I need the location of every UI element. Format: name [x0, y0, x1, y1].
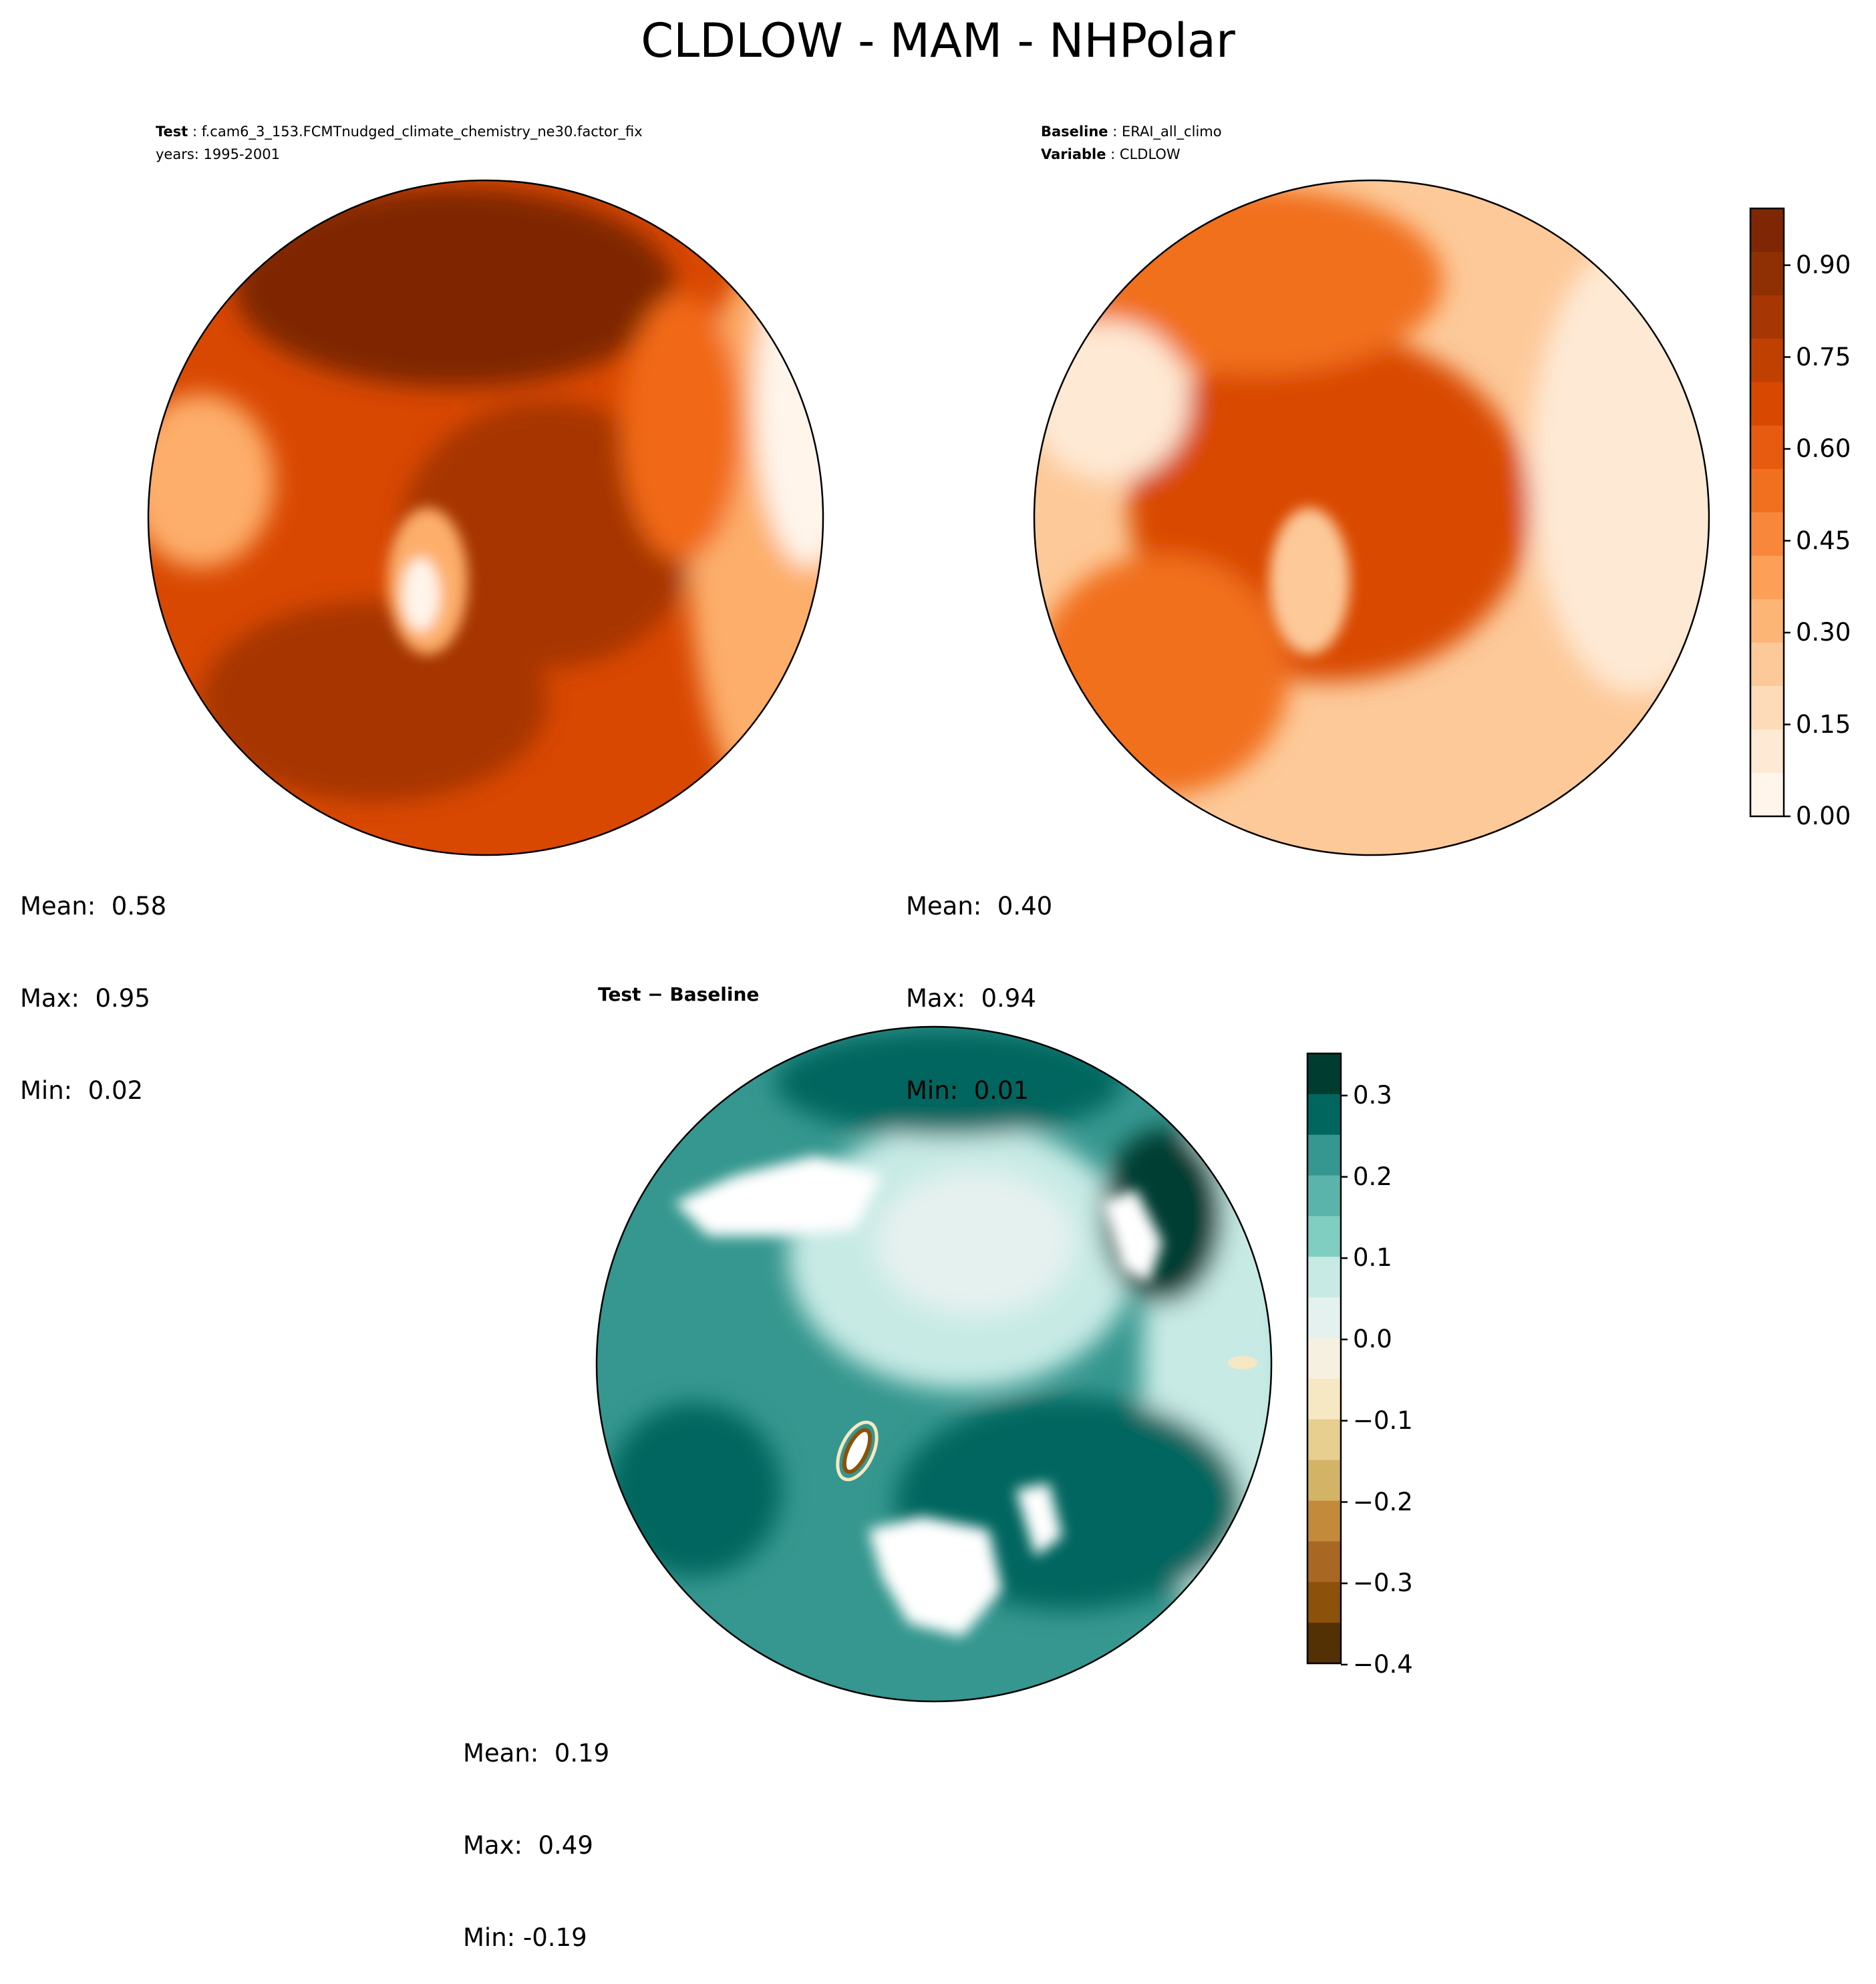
figure-title: CLDLOW - MAM - NHPolar [641, 13, 1235, 68]
colorbar-segment [1750, 643, 1784, 687]
test-years: years: 1995-2001 [156, 146, 281, 162]
baseline-stats: Mean: 0.40 Max: 0.94 Min: 0.01 [906, 830, 1052, 1137]
colorbar-segment [1307, 1094, 1341, 1136]
figure-canvas [147, 179, 1790, 1703]
main-colorbar [1749, 207, 1790, 818]
baseline-mean: Mean: 0.40 [906, 892, 1053, 921]
colorbar-tick-label: −0.4 [1353, 1649, 1413, 1679]
colorbar-segment [1307, 1500, 1341, 1542]
diff-max: Max: 0.49 [463, 1831, 593, 1860]
baseline-label: Baseline [1041, 124, 1108, 140]
colorbar-segment [1307, 1134, 1341, 1176]
baseline-min: Min: 0.01 [906, 1076, 1030, 1105]
colorbar-outline [1749, 207, 1785, 818]
colorbar-tick-label: 0.90 [1796, 251, 1851, 279]
test-header: Test : f.cam6_3_153.FCMTnudged_climate_c… [156, 124, 643, 162]
colorbar-segment [1307, 1053, 1341, 1095]
baseline-variable: CLDLOW [1119, 146, 1181, 162]
colorbar-segment [1307, 1175, 1341, 1216]
colorbar-segment [1307, 1623, 1341, 1664]
colorbar-tick-label: −0.2 [1353, 1487, 1413, 1516]
colorbar-tick-label: 0.30 [1796, 618, 1851, 647]
colorbar-segment [1750, 252, 1784, 296]
colorbar-tick-label: 0.0 [1353, 1325, 1392, 1354]
test-label: Test [156, 124, 188, 140]
baseline-max: Max: 0.94 [906, 984, 1036, 1013]
diff-colorbar [1306, 1052, 1348, 1666]
colorbar-tick-label: 0.15 [1796, 709, 1851, 739]
test-map-boundary [147, 179, 824, 856]
diff-min: Min: -0.19 [463, 1923, 587, 1952]
variable-label: Variable [1041, 146, 1106, 162]
colorbar-segment [1750, 512, 1784, 556]
colorbar-outline [1306, 1052, 1342, 1665]
colorbar-segment [1750, 773, 1784, 817]
colorbar-tick-label: 0.3 [1353, 1081, 1392, 1110]
colorbar-segment [1307, 1378, 1341, 1420]
baseline-header: Baseline : ERAI_all_climo Variable : CLD… [1041, 124, 1222, 162]
colorbar-segment [1307, 1460, 1341, 1502]
colorbar-segment [1750, 339, 1784, 383]
colorbar-segment [1750, 208, 1784, 253]
diff-mean: Mean: 0.19 [463, 1739, 610, 1768]
diff-title: Test − Baseline [598, 983, 760, 1005]
colorbar-segment [1307, 1582, 1341, 1623]
colorbar-segment [1750, 382, 1784, 426]
colorbar-tick-label: 0.45 [1796, 526, 1851, 555]
colorbar-segment [1307, 1419, 1341, 1461]
test-max: Max: 0.95 [20, 984, 150, 1013]
test-map [147, 179, 824, 880]
colorbar-segment [1750, 686, 1784, 730]
colorbar-tick-label: 0.2 [1353, 1162, 1392, 1191]
diff-map-boundary [595, 1025, 1273, 1703]
colorbar-tick-label: 0.00 [1796, 802, 1851, 830]
colorbar-tick-label: −0.3 [1353, 1568, 1413, 1598]
colorbar-segment [1750, 556, 1784, 600]
baseline-case: ERAI_all_climo [1121, 124, 1222, 140]
colorbar-segment [1307, 1541, 1341, 1583]
colorbar-segment [1750, 295, 1784, 339]
colorbar-segment [1307, 1297, 1341, 1339]
colorbar-tick-label: 0.60 [1796, 434, 1851, 463]
colorbar-tick-label: 0.75 [1796, 342, 1851, 371]
test-mean: Mean: 0.58 [20, 892, 167, 921]
test-stats: Mean: 0.58 Max: 0.95 Min: 0.02 [20, 830, 166, 1137]
colorbar-tick-label: 0.1 [1353, 1243, 1392, 1273]
colorbar-segment [1750, 599, 1784, 643]
baseline-map [1033, 179, 1710, 856]
colorbar-segment [1750, 469, 1784, 513]
test-min: Min: 0.02 [20, 1076, 144, 1105]
test-case: f.cam6_3_153.FCMTnudged_climate_chemistr… [201, 124, 643, 140]
baseline-map-boundary [1033, 179, 1710, 856]
diff-stats: Mean: 0.19 Max: 0.49 Min: -0.19 [463, 1677, 609, 1984]
colorbar-segment [1750, 729, 1784, 774]
colorbar-segment [1750, 426, 1784, 470]
colorbar-tick-label: −0.1 [1353, 1406, 1413, 1435]
colorbar-segment [1307, 1338, 1341, 1379]
colorbar-segment [1307, 1257, 1341, 1298]
colorbar-segment [1307, 1216, 1341, 1257]
